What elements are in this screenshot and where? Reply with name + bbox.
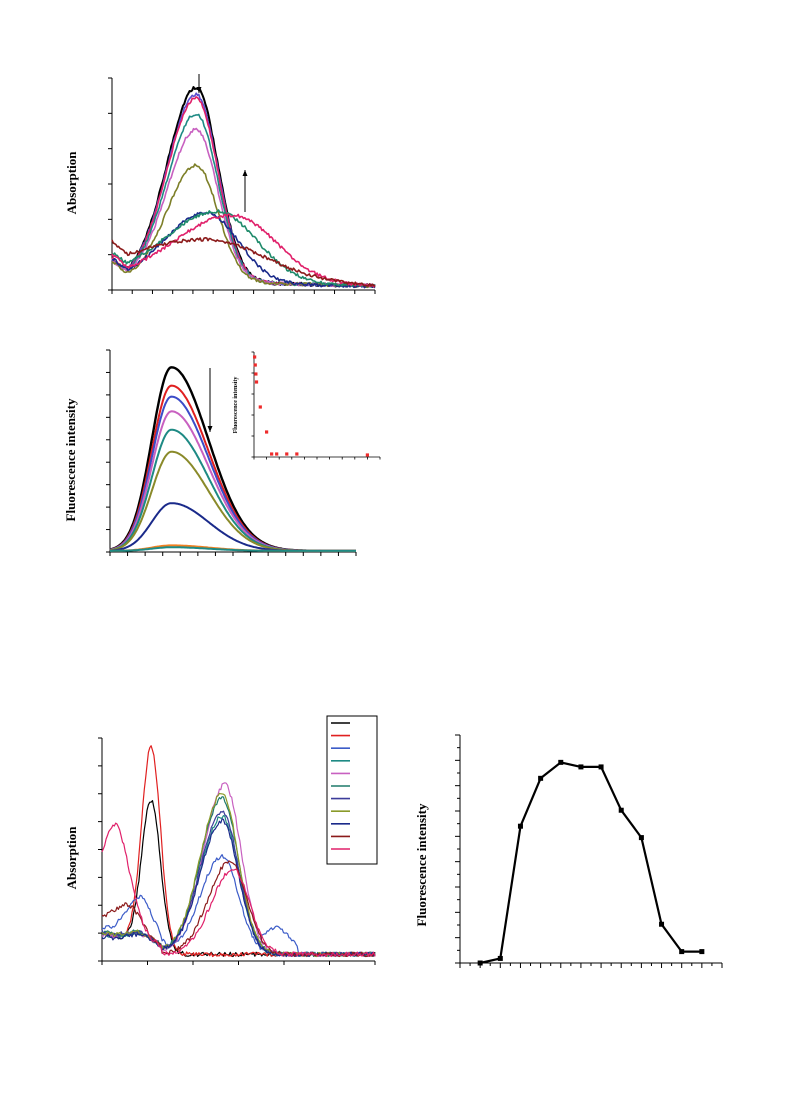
panel-c-ylabel: Absorption [64, 826, 79, 890]
panel-d-ylabel: Fluorescence intensity [414, 803, 429, 926]
panel-d-point [558, 759, 564, 765]
panel-a-series-line [111, 96, 376, 288]
panel-d-point [497, 955, 503, 961]
panel-a-absorption-chart [108, 74, 376, 294]
panel-d-point [578, 764, 584, 770]
panel-a-up-arrow-head [242, 170, 248, 176]
panel-b-inset-point [275, 452, 279, 456]
panel-b-inset-point [258, 405, 262, 409]
panel-b-inset-point [295, 452, 299, 456]
panel-d-series-line [479, 761, 702, 965]
panel-b-inset-point [254, 372, 258, 376]
panel-c-legend [326, 715, 378, 865]
panel-b-inset-ylabel: Fluorescence intensity [233, 377, 239, 434]
panel-a-series-line [111, 211, 376, 289]
panel-d-point [517, 823, 523, 829]
panel-d-point [538, 775, 544, 781]
panel-a-series-line [111, 113, 376, 288]
panel-a-down-arrow-head [196, 87, 202, 93]
panel-b-inset-point [285, 452, 289, 456]
panel-b-inset-point [365, 453, 369, 457]
panel-b-inset-point [253, 355, 257, 359]
panel-d-point [618, 807, 624, 813]
panel-d-point [477, 960, 483, 966]
panel-d-point [699, 949, 705, 955]
panel-b-fluorescence-chart [106, 349, 381, 556]
panel-c-legend-box [326, 715, 378, 865]
panel-b-inset-point [253, 363, 257, 367]
panel-b-inset [251, 351, 381, 460]
panel-d-fluorescence-chart [455, 734, 723, 968]
panel-d-point [598, 764, 604, 770]
panel-b-series-line [110, 546, 356, 552]
panel-a-series-line [111, 213, 376, 288]
panel-d-point [659, 921, 665, 927]
panel-a-ylabel: Absorption [64, 151, 79, 215]
panel-a-series-line [111, 237, 376, 288]
panel-b-inset-point [270, 452, 274, 456]
panel-d-point [679, 949, 685, 955]
panel-c-absorption-chart [98, 715, 378, 965]
panel-c-series-line [101, 822, 376, 958]
panel-a-series-line [111, 92, 376, 288]
panel-b-inset-point [265, 430, 269, 434]
panel-b-down-arrow-head [207, 426, 213, 432]
panel-b-inset-point [254, 380, 259, 384]
panel-b-ylabel: Fluorescence intensity [63, 398, 78, 521]
panel-d-point [638, 835, 644, 841]
